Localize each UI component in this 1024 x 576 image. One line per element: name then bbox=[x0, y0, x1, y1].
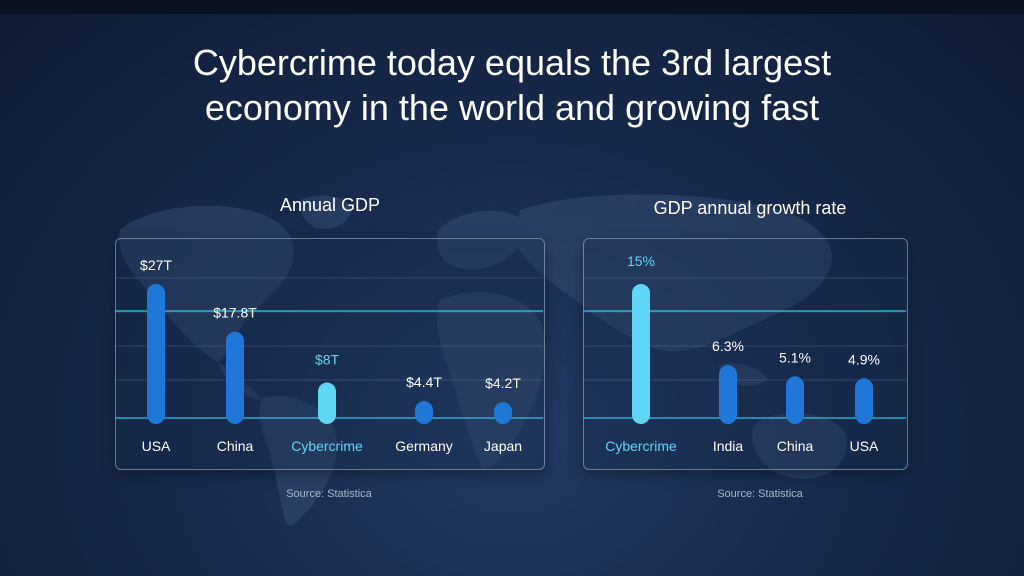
data-label-usa: 4.9% bbox=[848, 351, 880, 367]
category-label-cybercrime: Cybercrime bbox=[605, 438, 677, 454]
data-label-india: 6.3% bbox=[712, 338, 744, 354]
data-label-usa: $27T bbox=[140, 257, 172, 273]
data-label-japan: $4.2T bbox=[485, 375, 521, 391]
category-label-china: China bbox=[217, 438, 254, 454]
growth-chart-title: GDP annual growth rate bbox=[653, 198, 847, 218]
gdp-chart-title: Annual GDP bbox=[279, 195, 381, 215]
data-label-china: $17.8T bbox=[213, 305, 257, 321]
category-label-india: India bbox=[713, 438, 744, 454]
category-label-usa: USA bbox=[142, 438, 171, 454]
bar-china bbox=[226, 331, 244, 424]
growth-chart-source: Source: Statistica bbox=[717, 488, 803, 500]
bar-germany bbox=[415, 401, 433, 424]
data-label-cybercrime: $8T bbox=[315, 352, 340, 368]
gdp-chart-source: Source: Statistica bbox=[286, 488, 372, 500]
gdp-chart: $27T USA $17.8T China $8T Cybercrime $4.4T Germ… bbox=[115, 257, 543, 454]
gdp-chart-panel bbox=[115, 238, 545, 470]
bar-china bbox=[786, 376, 804, 424]
bar-india bbox=[719, 365, 737, 424]
data-label-germany: $4.4T bbox=[406, 374, 442, 390]
data-label-china: 5.1% bbox=[779, 349, 811, 365]
category-label-cybercrime: Cybercrime bbox=[291, 438, 363, 454]
category-label-germany: Germany bbox=[395, 438, 453, 454]
data-label-cybercrime: 15% bbox=[627, 253, 655, 269]
title-line-1: Cybercrime today equals the 3rd largest bbox=[192, 42, 832, 83]
slide-title: Cybercrime today equals the 3rd largest … bbox=[0, 40, 1024, 130]
bar-japan bbox=[494, 402, 512, 424]
bar-cybercrime bbox=[632, 284, 650, 424]
category-label-japan: Japan bbox=[484, 438, 522, 454]
bar-usa bbox=[855, 378, 873, 424]
bar-usa bbox=[147, 284, 165, 424]
growth-chart: 15% Cybercrime 6.3% India 5.1% China 4.9% USA bbox=[583, 253, 906, 454]
top-band bbox=[0, 0, 1024, 14]
category-label-china: China bbox=[777, 438, 814, 454]
category-label-usa: USA bbox=[850, 438, 879, 454]
title-line-2: economy in the world and growing fast bbox=[204, 87, 820, 128]
bar-cybercrime bbox=[318, 382, 336, 424]
